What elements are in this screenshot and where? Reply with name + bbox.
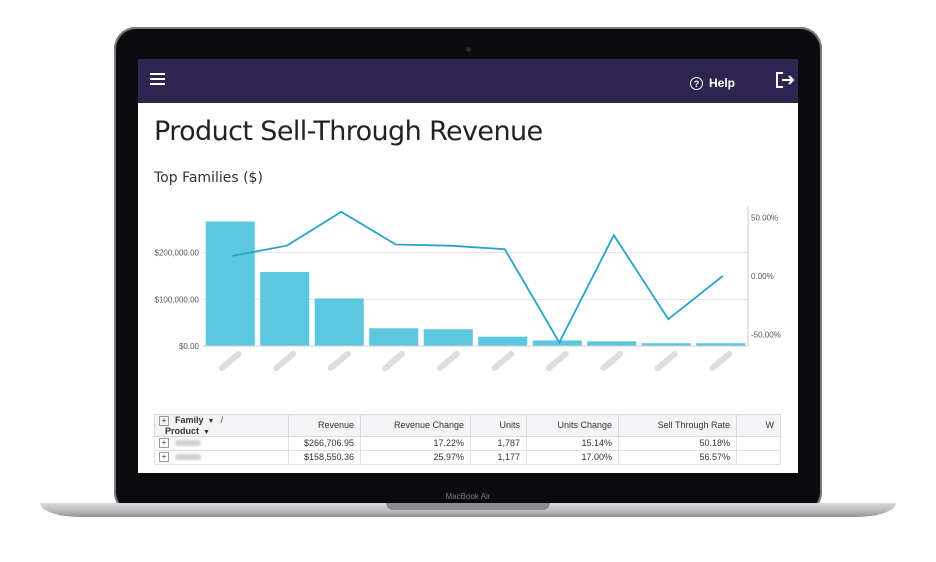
chart-title: Top Families ($) <box>154 170 263 186</box>
app-screen: ? Help Product Sell-Through Revenue Top … <box>138 59 798 473</box>
redacted-family-name <box>175 454 201 461</box>
cell-units-change: 15.14% <box>526 435 619 451</box>
group-header[interactable]: + Family ▼ / Product ▼ <box>154 414 289 437</box>
cell-units: 1,787 <box>470 435 527 451</box>
cell-revenue: $158,550.36 <box>288 449 361 465</box>
column-header-revenue[interactable]: Revenue <box>288 414 361 437</box>
laptop-base <box>40 503 896 517</box>
left-tick-label: $100,000.00 <box>155 295 200 304</box>
bar <box>696 343 746 346</box>
revenue-change-line <box>232 210 724 345</box>
redacted-category-label <box>218 350 242 372</box>
bar <box>205 221 255 346</box>
table-row[interactable]: + $158,550.36 25.97% 1,177 17.00% 56.57% <box>154 449 781 465</box>
product-dropdown-icon[interactable]: ▼ <box>203 428 210 436</box>
menu-icon[interactable] <box>150 73 165 85</box>
redacted-category-label <box>273 350 297 372</box>
bar <box>478 336 528 346</box>
left-tick-label: $0.00 <box>179 342 200 351</box>
revenue-table: + Family ▼ / Product ▼ Revenue Revenue Chang… <box>154 414 781 465</box>
help-icon: ? <box>690 76 703 90</box>
cell-revenue-change: 17.22% <box>360 435 471 451</box>
column-header-sell-through-rate[interactable]: Sell Through Rate <box>618 414 737 437</box>
column-header-revenue-change[interactable]: Revenue Change <box>360 414 471 437</box>
expand-row-icon[interactable]: + <box>159 452 169 463</box>
device-brand: MacBook Air <box>445 492 491 501</box>
cell-revenue: $266,706.95 <box>288 435 361 451</box>
family-dropdown-icon[interactable]: ▼ <box>207 418 215 425</box>
page-title: Product Sell-Through Revenue <box>154 116 543 147</box>
column-header-w[interactable]: W <box>736 414 781 437</box>
cell-w <box>736 435 781 451</box>
redacted-category-label <box>709 350 733 372</box>
bar <box>532 340 582 346</box>
redacted-family-name <box>175 440 201 447</box>
right-tick-label: 50.00% <box>751 214 778 223</box>
bar <box>314 298 364 346</box>
right-tick-label: -50.00% <box>751 330 781 339</box>
table-row[interactable]: + $266,706.95 17.22% 1,787 15.14% 50.18% <box>154 435 781 451</box>
cell-sell-through-rate: 56.57% <box>618 449 737 465</box>
bar <box>423 329 473 346</box>
right-tick-label: 0.00% <box>751 272 774 281</box>
logout-icon[interactable] <box>775 71 795 89</box>
product-header[interactable]: Product <box>165 425 200 436</box>
help-button[interactable]: ? Help <box>690 76 735 90</box>
help-label: Help <box>709 76 736 90</box>
cell-sell-through-rate: 50.18% <box>618 435 737 451</box>
cell-units-change: 17.00% <box>526 449 619 465</box>
header-separator: / <box>220 415 223 425</box>
redacted-category-label <box>600 350 624 372</box>
laptop-notch <box>386 503 550 510</box>
redacted-category-label <box>654 350 678 372</box>
family-header[interactable]: Family <box>175 415 204 425</box>
bar <box>587 341 637 346</box>
left-tick-label: $200,000.00 <box>155 249 200 258</box>
table-header-row: + Family ▼ / Product ▼ Revenue Revenue Chang… <box>154 414 781 437</box>
top-bar: ? Help <box>138 59 798 103</box>
redacted-category-label <box>436 350 460 372</box>
cell-revenue-change: 25.97% <box>360 449 471 465</box>
bar <box>260 272 310 346</box>
redacted-category-label <box>491 350 515 372</box>
column-header-units-change[interactable]: Units Change <box>526 414 619 437</box>
column-header-units[interactable]: Units <box>470 414 527 437</box>
redacted-category-label <box>545 350 569 372</box>
redacted-category-label <box>382 350 406 372</box>
top-families-chart: $0.00 $100,000.00 $200,000.00 -50.00% 0.00% 5… <box>155 206 781 372</box>
cell-w <box>736 449 781 465</box>
bar <box>641 343 691 346</box>
camera-dot <box>466 47 471 52</box>
bar <box>369 328 419 346</box>
cell-units: 1,177 <box>470 449 527 465</box>
expand-row-icon[interactable]: + <box>159 438 169 449</box>
expand-all-icon[interactable]: + <box>159 415 169 426</box>
redacted-category-label <box>327 350 351 372</box>
